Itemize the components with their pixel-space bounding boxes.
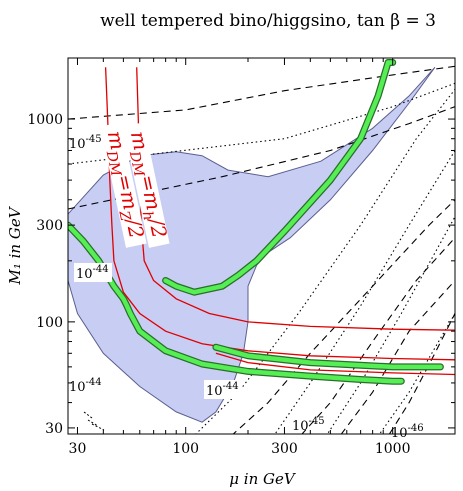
- dashed-contour-1: [68, 65, 455, 120]
- dotted-contour-1: [68, 82, 455, 165]
- contour-label: 10-46: [391, 423, 424, 441]
- dashed-contour-3: [232, 199, 455, 434]
- y-axis-label: M₁ in GeV: [6, 205, 24, 285]
- dashed-contours: [68, 65, 455, 434]
- red-line-1: [104, 67, 455, 361]
- chart-title: well tempered bino/higgsino, tan β = 3: [100, 11, 436, 31]
- dm-h-label-background: [123, 122, 170, 248]
- dashed-contour-4: [301, 237, 455, 434]
- dm-z-label-group: mDM=mZ/2: [99, 122, 149, 248]
- dotted-contours: [68, 82, 455, 434]
- y-tick-label: 100: [36, 315, 63, 331]
- dm-z-label-background: [100, 122, 147, 248]
- dashed-contour-2: [68, 106, 455, 210]
- contour-label: 10-44: [69, 377, 102, 395]
- x-tick-label: 30: [69, 441, 87, 457]
- dm-h-label-group: mDM=mh/2: [122, 122, 172, 248]
- ticks: 30 100 300 1000 30 100 300 1000: [27, 57, 456, 457]
- allowed-region-layer: [68, 66, 436, 423]
- dashed-artifact: [83, 411, 105, 431]
- dotted-contour-3: [274, 150, 455, 434]
- x-tick-label: 300: [271, 441, 298, 457]
- dm-z-label: mDM=mZ/2: [99, 129, 149, 242]
- allowed-region: [68, 66, 436, 423]
- annotation-background: [74, 263, 112, 282]
- x-tick-label: 100: [172, 441, 199, 457]
- contour-label: 10-44: [76, 264, 109, 282]
- contour-label: 10-44: [206, 381, 239, 399]
- x-axis-label: μ in GeV: [229, 470, 297, 488]
- y-tick-label: 1000: [27, 112, 63, 128]
- plot-area: [68, 59, 455, 434]
- green-band-2: [163, 60, 395, 295]
- y-tick-label: 300: [36, 218, 63, 234]
- dm-h-label: mDM=mh/2: [122, 129, 172, 241]
- dashed-contour-6: [388, 313, 455, 434]
- dotted-contour-5: [378, 313, 455, 434]
- dotted-contour-4: [326, 216, 455, 434]
- contour-label: 10-45: [69, 134, 102, 152]
- y-tick-label: 30: [45, 421, 63, 437]
- contour-label: 10-45: [292, 416, 325, 434]
- plot-frame: [67, 57, 456, 435]
- x-tick-label: 1000: [375, 441, 411, 457]
- red-line-3: [215, 352, 455, 376]
- green-band-3: [213, 344, 443, 370]
- annotations: 10-45 10-44 10-44 10-44 10-45 10-46 mDM=mh/2mD…: [69, 122, 424, 441]
- annotation-background: [204, 380, 242, 399]
- dashed-contour-5: [340, 280, 455, 434]
